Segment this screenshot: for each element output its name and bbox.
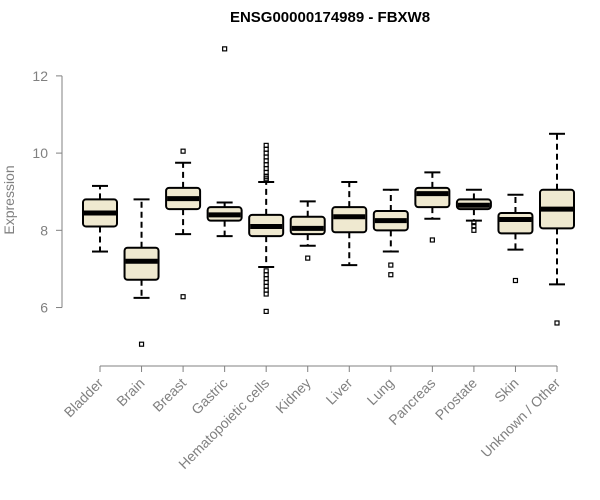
- outlier-point: [263, 177, 269, 183]
- box-group: [455, 188, 492, 233]
- outlier-point: [471, 227, 477, 233]
- outlier-point: [429, 237, 435, 243]
- y-axis-label: Expression: [1, 165, 17, 234]
- box-group: [497, 193, 534, 284]
- box-group: [539, 132, 575, 326]
- x-tick-label: Breast: [149, 375, 189, 415]
- outlier-point: [222, 46, 228, 52]
- box-group: [248, 142, 285, 314]
- outlier-point: [305, 255, 311, 261]
- outlier-point: [471, 219, 477, 226]
- x-tick-label: Kidney: [272, 375, 314, 417]
- x-tick-label: Bladder: [61, 375, 107, 421]
- box: [123, 246, 160, 281]
- chart-title: ENSG00000174989 - FBXW8: [230, 9, 430, 26]
- outlier-point: [554, 320, 560, 326]
- outlier-point: [263, 291, 269, 297]
- box-group: [206, 46, 243, 238]
- box-group: [372, 188, 409, 278]
- box-group: [331, 181, 368, 267]
- x-tick-label: Liver: [323, 375, 356, 408]
- box-group: [82, 184, 118, 253]
- box: [414, 186, 451, 209]
- y-tick-label: 6: [40, 300, 48, 316]
- outlier-point: [388, 272, 394, 278]
- box: [331, 206, 368, 234]
- outlier-point: [388, 262, 394, 268]
- box: [289, 215, 326, 236]
- y-tick-label: 10: [32, 145, 48, 161]
- outlier-point: [471, 223, 477, 229]
- box-group: [123, 198, 160, 347]
- box-group: [414, 171, 451, 243]
- y-tick-label: 8: [40, 222, 48, 238]
- boxes: [82, 46, 575, 347]
- x-tick-label: Lung: [364, 375, 397, 408]
- y-tick-label: 12: [32, 68, 48, 84]
- outlier-point: [512, 277, 519, 284]
- x-tick-label: Prostate: [432, 375, 480, 423]
- box-group: [165, 148, 202, 300]
- outlier-point: [138, 341, 145, 347]
- outlier-point: [263, 308, 269, 314]
- outlier-point: [180, 148, 186, 154]
- outlier-point: [180, 294, 186, 300]
- x-tick-label: Brain: [113, 375, 147, 409]
- x-tick-label: Unknown / Other: [478, 375, 564, 461]
- box: [497, 211, 534, 235]
- x-tick-label: Skin: [491, 375, 522, 406]
- box-group: [289, 200, 326, 261]
